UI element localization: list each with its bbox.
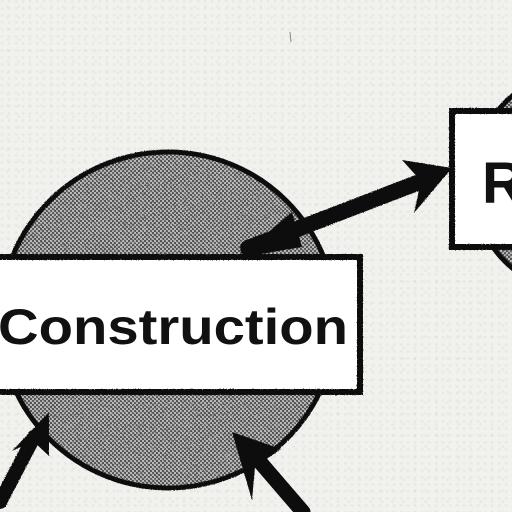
lower-left-incoming-arrow: [0, 412, 49, 509]
scan-mark: [289, 31, 292, 43]
right-node-label: R: [482, 151, 512, 216]
bottom-incoming-arrow: [232, 432, 311, 512]
construction-label-box: [0, 254, 363, 395]
construction-label: Construction: [0, 299, 348, 355]
right-node-label-box: [449, 108, 512, 250]
construction-to-right-arrow: [238, 160, 452, 258]
